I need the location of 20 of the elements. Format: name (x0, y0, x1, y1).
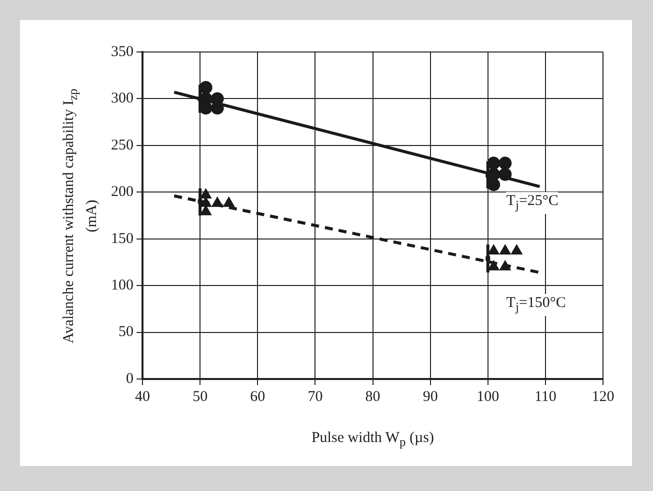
y-tick-label: 250 (111, 137, 134, 154)
x-tick-label: 60 (250, 388, 266, 405)
x-tick-label: 50 (192, 388, 208, 405)
y-tick-label: 300 (111, 90, 134, 107)
annotation: T$_{j}$=25°C (506, 192, 558, 214)
y-tick-label: 100 (111, 278, 134, 294)
y-tick-label: 150 (111, 230, 134, 247)
annotation: T$_{j}$=150°C (506, 294, 566, 316)
y-tick-label: 200 (111, 184, 134, 200)
x-tick-label: 40 (135, 388, 150, 405)
y-tick-label: 350 (111, 44, 134, 60)
y-tick-label: 0 (126, 370, 134, 387)
x-tick-label: 100 (476, 388, 500, 405)
x-tick-label: 90 (422, 388, 438, 405)
x-tick-label: 80 (365, 388, 380, 405)
x-tick-label: 120 (592, 388, 614, 405)
y-tick-label: 50 (118, 324, 134, 340)
x-tick-label: 70 (308, 388, 323, 405)
x-axis-title: Pulse width W$_{p}$ (µs) (310, 430, 436, 450)
x-tick-label: 110 (534, 388, 556, 405)
